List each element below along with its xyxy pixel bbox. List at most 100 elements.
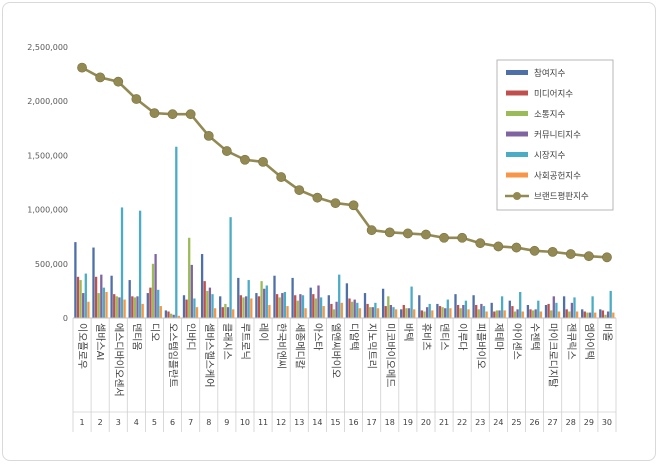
category-label: 피플바이오 — [474, 323, 486, 369]
bar — [498, 310, 501, 318]
bar — [444, 308, 447, 318]
y-tick-label: 2,500,000 — [27, 43, 68, 52]
bar — [423, 311, 426, 318]
rank-number: 12 — [276, 418, 286, 427]
category-label: 한국비엔씨 — [275, 323, 287, 369]
bar — [255, 293, 258, 318]
bar — [389, 304, 393, 318]
bar — [309, 287, 312, 318]
bar — [420, 310, 424, 318]
category-label: 휴비츠 — [420, 323, 432, 351]
bar — [599, 309, 602, 318]
line-point — [348, 200, 359, 211]
bar — [376, 308, 380, 318]
rank-number: 15 — [330, 418, 340, 427]
line-point — [312, 192, 323, 203]
line-point — [294, 185, 305, 195]
rank-number: 2 — [98, 418, 103, 427]
bar — [268, 304, 271, 318]
rank-number: 9 — [224, 418, 229, 427]
bar — [242, 297, 245, 318]
bar — [472, 295, 475, 318]
rank-number: 10 — [240, 418, 250, 427]
bar — [358, 308, 362, 318]
rank-number: 16 — [348, 418, 358, 427]
bar — [405, 308, 408, 318]
bar — [573, 297, 576, 318]
rank-number: 25 — [511, 418, 521, 427]
bar — [247, 280, 250, 318]
bar — [436, 303, 439, 318]
bar — [84, 273, 87, 318]
bar — [110, 275, 113, 318]
bar — [568, 311, 571, 318]
y-tick-label: 0 — [63, 314, 68, 323]
bar — [250, 298, 253, 318]
y-tick-label: 500,000 — [35, 260, 68, 269]
bar — [76, 276, 80, 318]
bar — [193, 298, 196, 318]
category-label: 수젠텍 — [529, 323, 541, 351]
bar — [449, 308, 452, 318]
bar — [459, 308, 462, 318]
bar — [138, 210, 142, 318]
y-tick-label: 2,000,000 — [27, 97, 68, 106]
bar — [265, 285, 268, 318]
legend-label: 소통지수 — [534, 110, 565, 120]
legend-swatch — [506, 172, 528, 178]
bar — [381, 288, 385, 318]
y-tick-label: 1,000,000 — [27, 206, 68, 215]
line-point — [221, 146, 232, 156]
bar — [418, 295, 421, 318]
bar — [456, 304, 460, 318]
category-label: 덴티스 — [438, 323, 450, 351]
bar — [221, 307, 224, 318]
rank-number: 13 — [294, 418, 304, 427]
bar — [128, 280, 131, 318]
line-point — [547, 246, 558, 257]
bar — [369, 307, 372, 318]
bar — [392, 307, 395, 318]
line-point — [583, 251, 594, 262]
line-point — [240, 154, 250, 165]
category-label: 미코바이오메드 — [384, 323, 396, 387]
rank-number: 23 — [475, 418, 485, 427]
bar — [317, 285, 320, 318]
bar — [508, 300, 511, 318]
bar — [490, 302, 493, 318]
bar — [118, 297, 121, 318]
bar — [335, 301, 338, 318]
bar — [612, 312, 615, 318]
bar — [384, 306, 387, 318]
bar — [482, 306, 486, 318]
rank-number: 27 — [548, 418, 558, 427]
y-tick-label: 1,500,000 — [27, 151, 68, 160]
bar — [294, 295, 297, 318]
rank-number: 4 — [134, 418, 139, 427]
line-point — [439, 232, 449, 243]
bar — [131, 296, 134, 318]
bar — [366, 303, 369, 318]
line-point — [602, 252, 612, 263]
x-axis: 이오플로우 1 셀바스AI 2 에스디바이오센서 3 덴티움 4 디오 5 오스템임플란트 6 인바디 7… — [72, 317, 617, 432]
rank-number: 7 — [188, 418, 193, 427]
rank-number: 22 — [457, 418, 467, 427]
bar — [438, 306, 442, 318]
bar — [374, 302, 377, 318]
bar — [581, 309, 584, 318]
category-label: 지노믹트리 — [366, 323, 378, 369]
bar — [521, 311, 524, 318]
bar — [208, 287, 212, 318]
bar — [304, 308, 307, 318]
bar — [211, 294, 214, 318]
rank-number: 29 — [584, 418, 594, 427]
category-label: 엘앤씨바이오 — [329, 323, 342, 378]
bar — [552, 296, 555, 318]
bar — [431, 310, 434, 318]
line-point — [421, 229, 431, 240]
bar — [402, 304, 405, 318]
category-label: 디알텍 — [348, 323, 360, 351]
bar — [555, 302, 558, 318]
